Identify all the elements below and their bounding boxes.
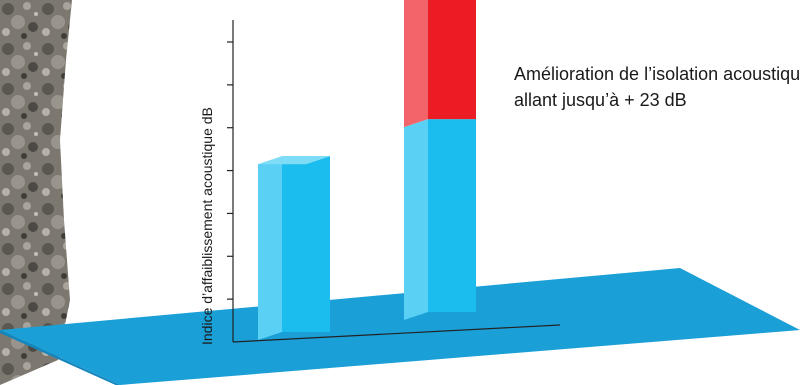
- bar-front-face: [428, 0, 476, 120]
- bar-2-improvement-segment: [404, 0, 476, 128]
- bar-side-face: [258, 156, 282, 340]
- annotation-line-1: Amélioration de l’isolation acoustique: [514, 64, 800, 84]
- x-axis-line: [232, 324, 561, 343]
- bar-top-face: [258, 156, 330, 165]
- annotation-line-2: allant jusqu’à + 23 dB: [514, 90, 687, 110]
- bar-1-base-segment: [258, 156, 330, 340]
- bar-2-base-segment: [404, 119, 476, 321]
- bar-front-face: [428, 119, 476, 313]
- bars-group: [258, 0, 476, 340]
- floor-edge: [0, 330, 120, 385]
- bar-side-face: [404, 119, 428, 321]
- y-axis-label: Indice d’affaiblissement acoustique dB: [199, 107, 215, 345]
- bar-side-face: [404, 0, 428, 128]
- stone-texture: [0, 0, 72, 385]
- y-axis-ticks: [227, 41, 233, 300]
- floor-plane: [0, 268, 800, 385]
- bar-front-face: [282, 156, 330, 332]
